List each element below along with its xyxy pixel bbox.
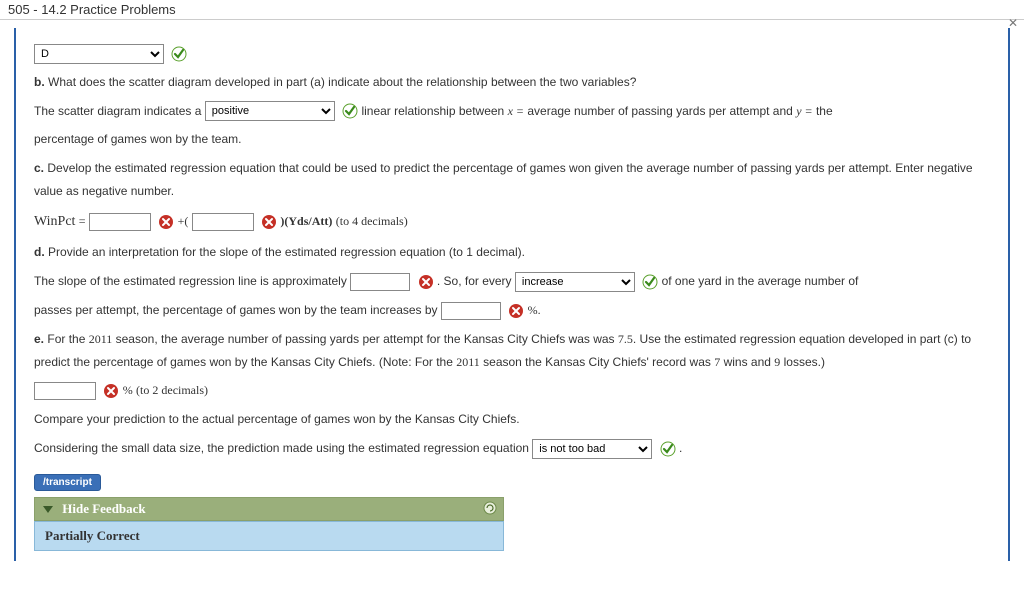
- feedback-body: Partially Correct: [34, 521, 504, 551]
- problem-panel: ✕ D b. What does the scatter diagram dev…: [14, 28, 1010, 561]
- part-d-label: d.: [34, 245, 45, 259]
- pe-t5: wins and: [724, 355, 771, 369]
- pe-pct: %: [123, 383, 133, 397]
- part-b-answer-row: The scatter diagram indicates a positive…: [34, 100, 990, 123]
- increase-select[interactable]: increase: [515, 272, 635, 292]
- pe-t4: season the Kansas City Chiefs' record wa…: [483, 355, 711, 369]
- part-d-line2a: passes per attempt, the percentage of ga…: [34, 303, 438, 317]
- prediction-input[interactable]: [34, 382, 96, 400]
- part-b-line2: percentage of games won by the team.: [34, 128, 990, 151]
- feedback-header[interactable]: Hide Feedback: [34, 497, 504, 521]
- pe-val: 7.5: [618, 332, 633, 346]
- page-title: 505 - 14.2 Practice Problems: [0, 0, 1024, 20]
- x-icon: [418, 274, 434, 290]
- pe-losses: 9: [774, 355, 780, 369]
- part-a-row: D: [34, 42, 990, 65]
- part-e-compare: Compare your prediction to the actual pe…: [34, 408, 990, 431]
- part-c-label: c.: [34, 161, 44, 175]
- pe-year2: 2011: [456, 355, 480, 369]
- part-e-label: e.: [34, 332, 44, 346]
- part-b-label: b.: [34, 75, 45, 89]
- check-icon: [660, 441, 676, 457]
- part-c-question: c. Develop the estimated regression equa…: [34, 157, 990, 203]
- part-e-question: e. For the 2011 season, the average numb…: [34, 328, 990, 374]
- close-icon[interactable]: ✕: [1008, 16, 1018, 30]
- check-icon: [642, 274, 658, 290]
- part-b-tail1: linear relationship between: [361, 104, 504, 118]
- part-d-question: d. Provide an interpretation for the slo…: [34, 241, 990, 264]
- y-desc: the: [816, 104, 833, 118]
- intercept-input[interactable]: [89, 213, 151, 231]
- pe-concl-lead: Considering the small data size, the pre…: [34, 441, 529, 455]
- x-icon: [508, 303, 524, 319]
- x-icon: [158, 214, 174, 230]
- check-icon: [342, 103, 358, 119]
- part-a-select[interactable]: D: [34, 44, 164, 64]
- pe-year: 2011: [89, 332, 113, 346]
- pe-t6: losses.): [784, 355, 825, 369]
- percent-change-input[interactable]: [441, 302, 501, 320]
- part-d-row2: passes per attempt, the percentage of ga…: [34, 299, 990, 322]
- part-c-note: (to 4 decimals): [336, 214, 408, 228]
- percent-sign: %.: [528, 303, 541, 317]
- part-b-select[interactable]: positive: [205, 101, 335, 121]
- part-b-text: What does the scatter diagram developed …: [48, 75, 636, 89]
- slope-input[interactable]: [192, 213, 254, 231]
- x-equals: x =: [508, 104, 524, 118]
- transcript-button[interactable]: /transcript: [34, 474, 101, 491]
- pe-wins: 7: [714, 355, 720, 369]
- check-icon: [171, 46, 187, 62]
- pe-note: (to 2 decimals): [136, 383, 208, 397]
- part-d-mid2: of one yard in the average number of: [662, 274, 859, 288]
- conclusion-select[interactable]: is not too bad: [532, 439, 652, 459]
- pe-t1: For the: [47, 332, 85, 346]
- part-c-equation: WinPct = +( )(Yds/Att) (to 4 decimals): [34, 209, 990, 236]
- part-d-row1: The slope of the estimated regression li…: [34, 270, 990, 293]
- part-b-lead: The scatter diagram indicates a: [34, 104, 201, 118]
- part-d-mid1: . So, for every: [437, 274, 512, 288]
- yds-att: )(Yds/Att): [280, 214, 332, 228]
- feedback-header-label: Hide Feedback: [62, 501, 145, 516]
- plus-open: +(: [178, 214, 189, 228]
- part-c-text: Develop the estimated regression equatio…: [34, 161, 973, 198]
- equals: =: [79, 214, 86, 228]
- period: .: [679, 441, 682, 455]
- feedback-box: Hide Feedback Partially Correct: [34, 497, 504, 551]
- part-d-lead: The slope of the estimated regression li…: [34, 274, 347, 288]
- winpct-label: WinPct: [34, 214, 75, 229]
- y-equals: y =: [796, 104, 812, 118]
- x-icon: [261, 214, 277, 230]
- part-d-text: Provide an interpretation for the slope …: [48, 245, 525, 259]
- refresh-icon[interactable]: [483, 501, 497, 515]
- part-e-conclusion: Considering the small data size, the pre…: [34, 437, 990, 460]
- part-e-input-row: % (to 2 decimals): [34, 379, 990, 402]
- x-desc: average number of passing yards per atte…: [527, 104, 793, 118]
- part-b-question: b. What does the scatter diagram develop…: [34, 71, 990, 94]
- slope-value-input[interactable]: [350, 273, 410, 291]
- x-icon: [103, 383, 119, 399]
- pe-t2: season, the average number of passing ya…: [116, 332, 615, 346]
